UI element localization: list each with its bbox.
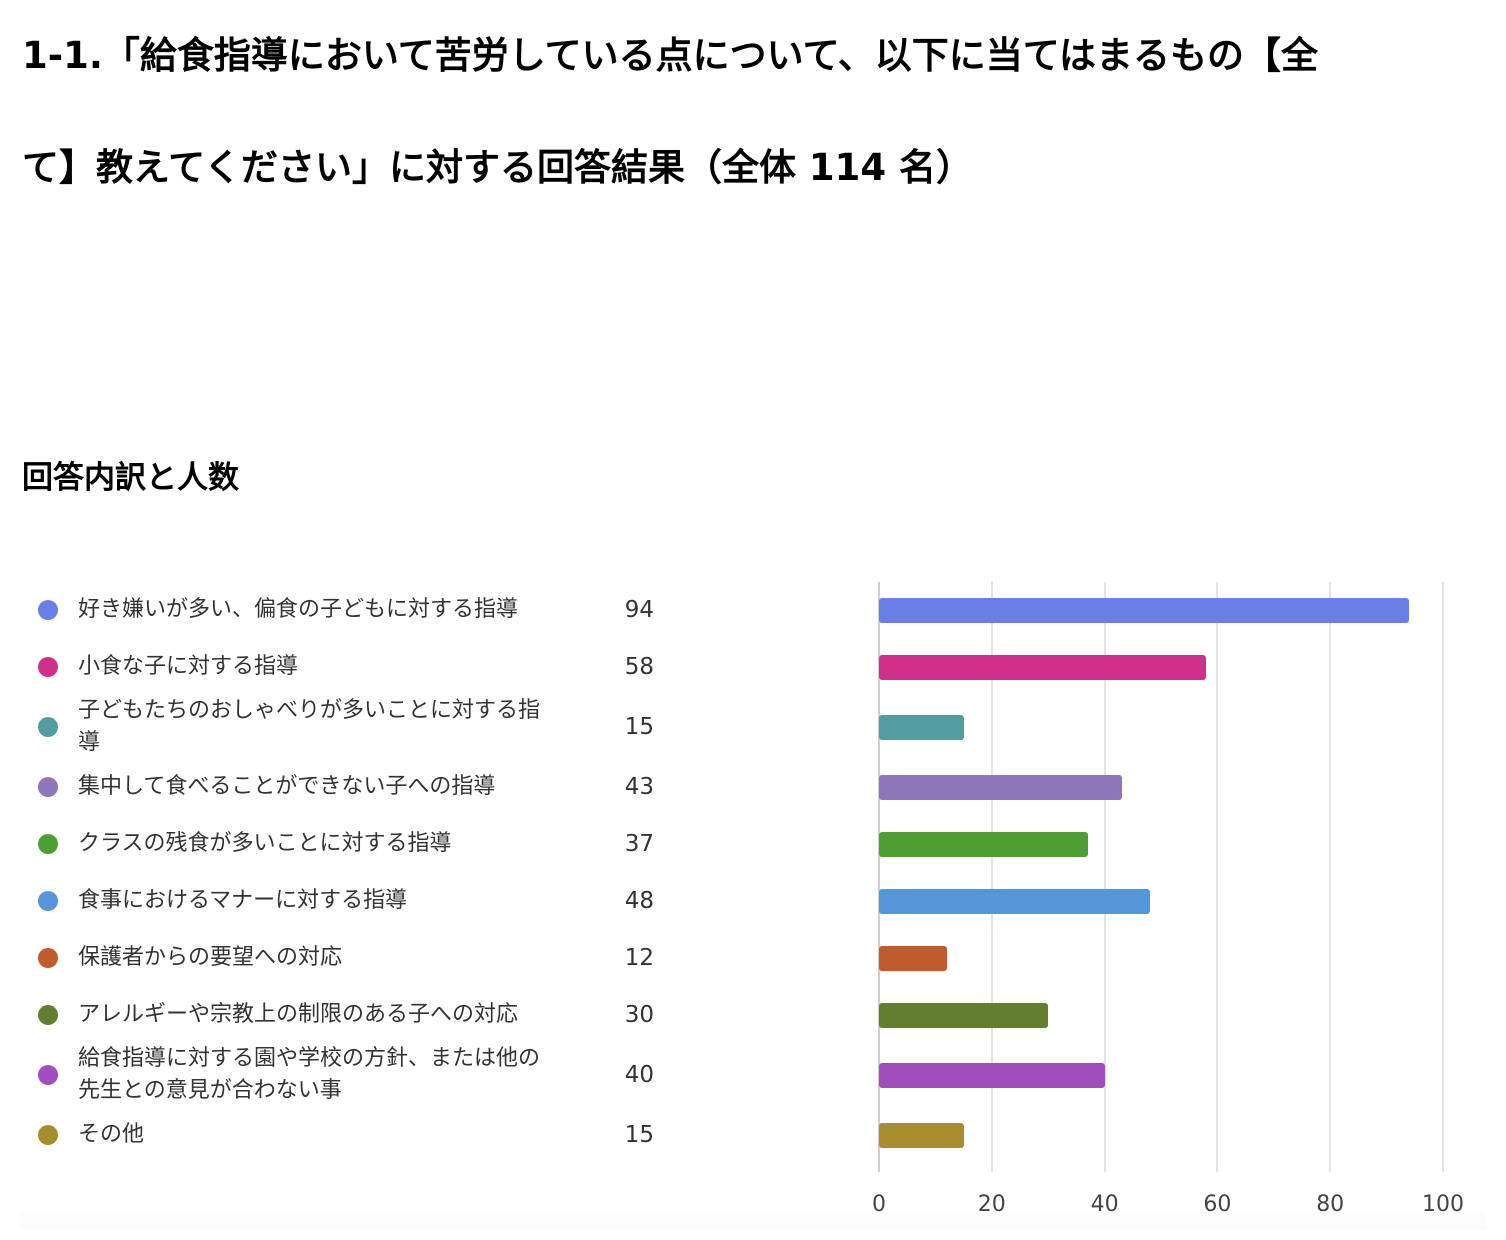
legend-value: 58 xyxy=(624,654,654,680)
y-axis-line xyxy=(878,582,880,1172)
legend-value: 30 xyxy=(624,1002,654,1028)
legend-label: その他 xyxy=(78,1122,145,1147)
legend-dot-icon xyxy=(38,1005,58,1025)
legend-item[interactable]: アレルギーや宗教上の制限のある子への対応 30 xyxy=(20,975,660,1055)
legend-label: 子どもたちのおしゃべりが多いことに対する指導 xyxy=(78,698,541,755)
legend-dot-icon xyxy=(38,834,58,854)
legend-value: 37 xyxy=(624,831,654,857)
bar[interactable] xyxy=(879,1123,964,1148)
chart-footer-band xyxy=(20,1212,1486,1230)
bar[interactable] xyxy=(879,715,964,740)
x-tick-label: 0 xyxy=(872,1192,886,1217)
bar[interactable] xyxy=(879,889,1150,914)
bar[interactable] xyxy=(879,775,1122,800)
legend-label: アレルギーや宗教上の制限のある子への対応 xyxy=(78,1002,519,1027)
legend-dot-icon xyxy=(38,948,58,968)
plot-area: 0 20 40 60 80 100 xyxy=(872,582,1464,1217)
legend-value: 48 xyxy=(624,888,654,914)
legend-item[interactable]: 子どもたちのおしゃべりが多いことに対する指導 15 xyxy=(20,687,660,767)
legend-item[interactable]: 小食な子に対する指導 58 xyxy=(20,627,660,707)
legend-label: 食事におけるマナーに対する指導 xyxy=(78,888,408,913)
bar[interactable] xyxy=(879,655,1207,680)
legend-value: 94 xyxy=(624,597,654,623)
bar[interactable] xyxy=(879,832,1088,857)
x-tick-label: 100 xyxy=(1422,1192,1464,1217)
legend-label: 保護者からの要望への対応 xyxy=(78,945,343,970)
x-tick-label: 60 xyxy=(1203,1192,1232,1217)
x-tick-label: 20 xyxy=(977,1192,1006,1217)
gridline xyxy=(990,582,993,1172)
gridline xyxy=(1442,582,1444,1172)
bar[interactable] xyxy=(879,598,1410,623)
legend-value: 43 xyxy=(624,774,654,800)
bar[interactable] xyxy=(879,1003,1049,1028)
legend-item[interactable]: 好き嫌いが多い、偏食の子どもに対する指導 94 xyxy=(20,570,660,650)
legend-dot-icon xyxy=(38,657,58,677)
legend-dot-icon xyxy=(38,891,58,911)
legend-item[interactable]: 給食指導に対する園や学校の方針、または他の先生との意見が合わない事 40 xyxy=(20,1035,660,1115)
chart-subtitle: 回答内訳と人数 xyxy=(22,460,239,496)
legend-dot-icon xyxy=(38,1065,58,1085)
x-tick-label: 40 xyxy=(1090,1192,1119,1217)
legend-value: 15 xyxy=(624,714,654,740)
legend-item[interactable]: クラスの残食が多いことに対する指導 37 xyxy=(20,804,660,884)
legend-item[interactable]: その他 15 xyxy=(20,1095,660,1175)
page-title: 1-1.「給食指導において苦労している点について、以下に当てはまるもの【全て】教… xyxy=(22,34,1318,189)
legend-dot-icon xyxy=(38,777,58,797)
legend-value: 12 xyxy=(624,945,654,971)
legend-label: クラスの残食が多いことに対する指導 xyxy=(78,831,452,856)
legend-value: 15 xyxy=(624,1122,654,1148)
legend-item[interactable]: 食事におけるマナーに対する指導 48 xyxy=(20,861,660,941)
gridline xyxy=(1103,582,1106,1172)
x-tick-label: 80 xyxy=(1316,1192,1345,1217)
legend-label: 小食な子に対する指導 xyxy=(78,654,299,679)
bar[interactable] xyxy=(879,1063,1105,1088)
legend-label: 好き嫌いが多い、偏食の子どもに対する指導 xyxy=(78,597,519,622)
legend-dot-icon xyxy=(38,717,58,737)
legend-dot-icon xyxy=(38,1125,58,1145)
gridline xyxy=(1216,582,1219,1172)
legend-item[interactable]: 保護者からの要望への対応 12 xyxy=(20,918,660,998)
bar-chart: 好き嫌いが多い、偏食の子どもに対する指導 94 小食な子に対する指導 58 子どもたちの… xyxy=(20,560,1486,1230)
legend-dot-icon xyxy=(38,600,58,620)
bar[interactable] xyxy=(879,946,947,971)
legend-value: 40 xyxy=(624,1062,654,1088)
legend-label: 給食指導に対する園や学校の方針、または他の先生との意見が合わない事 xyxy=(78,1046,541,1103)
legend-item[interactable]: 集中して食べることができない子への指導 43 xyxy=(20,747,660,827)
legend-label: 集中して食べることができない子への指導 xyxy=(78,774,496,799)
gridline xyxy=(1329,582,1332,1172)
